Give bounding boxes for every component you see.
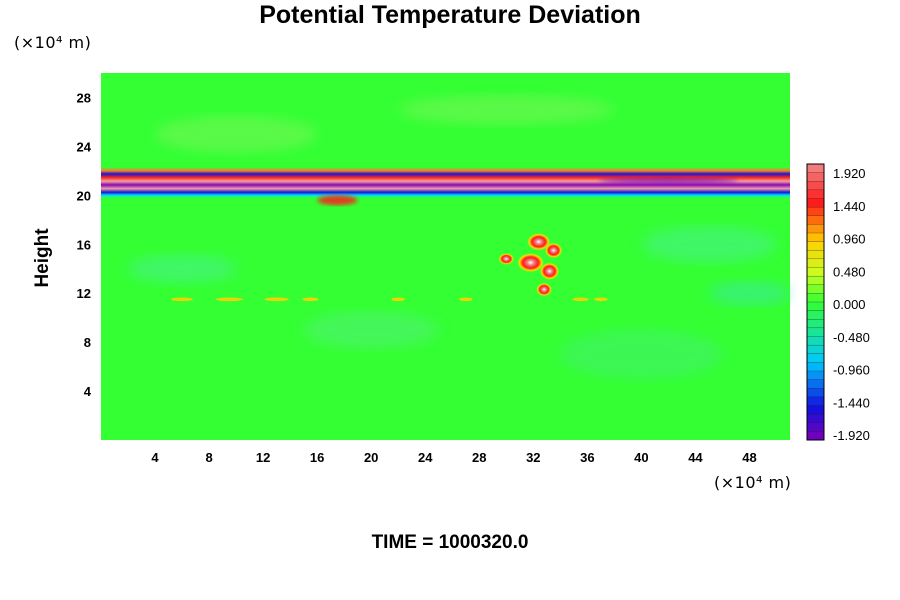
x-axis-unit: (×10⁴ m) (714, 473, 792, 492)
colorbar-tick-label: -1.440 (833, 395, 870, 410)
colorbar-segment (806, 258, 825, 268)
colorbar-segment (806, 301, 825, 312)
plume-blob (498, 252, 515, 265)
y-tick-label: 28 (77, 90, 91, 105)
x-tick-label: 32 (526, 450, 540, 465)
colorbar-segment (806, 267, 825, 277)
colorbar-frame (806, 163, 825, 441)
colorbar-segment (806, 232, 825, 243)
colorbar-segment (806, 206, 825, 217)
colorbar-tick-label: -0.480 (833, 330, 870, 345)
band-warm-spot (317, 195, 358, 206)
colorbar-segment (806, 224, 825, 234)
colorbar-segment (806, 344, 825, 355)
x-tick-label: 28 (472, 450, 486, 465)
plume-blob (516, 252, 545, 273)
warm-streak (264, 297, 289, 302)
colorbar-segment (806, 310, 825, 320)
plume-blob (544, 242, 563, 259)
colorbar-segment (806, 172, 825, 182)
colorbar-segment (806, 396, 825, 406)
colorbar-tick-label: 1.440 (833, 199, 866, 214)
colorbar-segment (806, 241, 825, 251)
colorbar-tick-label: 0.480 (833, 264, 866, 279)
warm-streak (391, 297, 405, 302)
plume-blob (526, 232, 551, 251)
colorbar-segment (806, 250, 825, 260)
colorbar-tick-label: -0.960 (833, 363, 870, 378)
x-tick-label: 4 (151, 450, 159, 465)
y-tick-label: 24 (77, 139, 92, 154)
colorbar-segment (806, 336, 825, 346)
time-footer: TIME = 1000320.0 (371, 532, 529, 553)
x-tick-label: 24 (418, 450, 433, 465)
colorbar-tick-label: 1.920 (833, 166, 866, 181)
x-tick-label: 12 (256, 450, 270, 465)
colorbar-segment (806, 215, 825, 225)
colorbar-segment (806, 379, 825, 389)
warm-streak (572, 297, 589, 302)
x-tick-label: 8 (205, 450, 212, 465)
x-tick-label: 36 (580, 450, 594, 465)
colorbar-tick-label: 0.000 (833, 297, 866, 312)
colorbar-segment (806, 284, 825, 294)
warm-streak (594, 297, 608, 302)
warm-streak (302, 297, 319, 302)
field-patch (155, 115, 318, 153)
colorbar-segment (806, 275, 825, 286)
y-tick-label: 12 (77, 286, 91, 301)
colorbar-segment (806, 422, 825, 432)
colorbar-segment (806, 370, 825, 381)
field-patch (398, 95, 615, 125)
colorbar-segment (806, 405, 825, 415)
y-axis-unit: (×10⁴ m) (14, 33, 92, 52)
x-tick-label: 44 (688, 450, 703, 465)
colorbar-segment (806, 327, 825, 337)
x-tick-label: 20 (364, 450, 378, 465)
colorbar-segment (806, 198, 825, 208)
y-tick-label: 20 (77, 188, 91, 203)
colorbar-segment (806, 413, 825, 424)
y-tick-label: 8 (84, 335, 91, 350)
colorbar-segment (806, 353, 825, 363)
field-patch (641, 225, 777, 263)
band-cold-streak (598, 177, 739, 184)
x-tick-label: 16 (310, 450, 324, 465)
chart-title: Potential Temperature Deviation (259, 1, 641, 29)
colorbar-tick-label: -1.920 (833, 428, 870, 443)
colorbar-segment (806, 319, 825, 329)
colorbar-segment (806, 189, 825, 199)
x-tick-label: 40 (634, 450, 648, 465)
plume-blob (539, 262, 560, 281)
colorbar-segment (806, 388, 825, 398)
colorbar-tick-label: 0.960 (833, 232, 866, 247)
colorbar-segment (806, 181, 825, 191)
colorbar-segment (806, 362, 825, 372)
field-patch (128, 254, 237, 284)
warm-streak (215, 297, 243, 302)
plume-blob (536, 282, 553, 297)
y-tick-label: 4 (84, 384, 92, 399)
x-tick-label: 48 (742, 450, 756, 465)
warm-streak (171, 297, 193, 302)
field-patch (708, 280, 790, 306)
colorbar-segment (806, 293, 825, 303)
y-tick-label: 16 (77, 237, 91, 252)
warm-streak (459, 297, 473, 302)
colorbar-segment (806, 431, 825, 441)
colorbar-segment (806, 163, 825, 174)
field-patch (303, 311, 439, 349)
field-patch (560, 329, 723, 379)
